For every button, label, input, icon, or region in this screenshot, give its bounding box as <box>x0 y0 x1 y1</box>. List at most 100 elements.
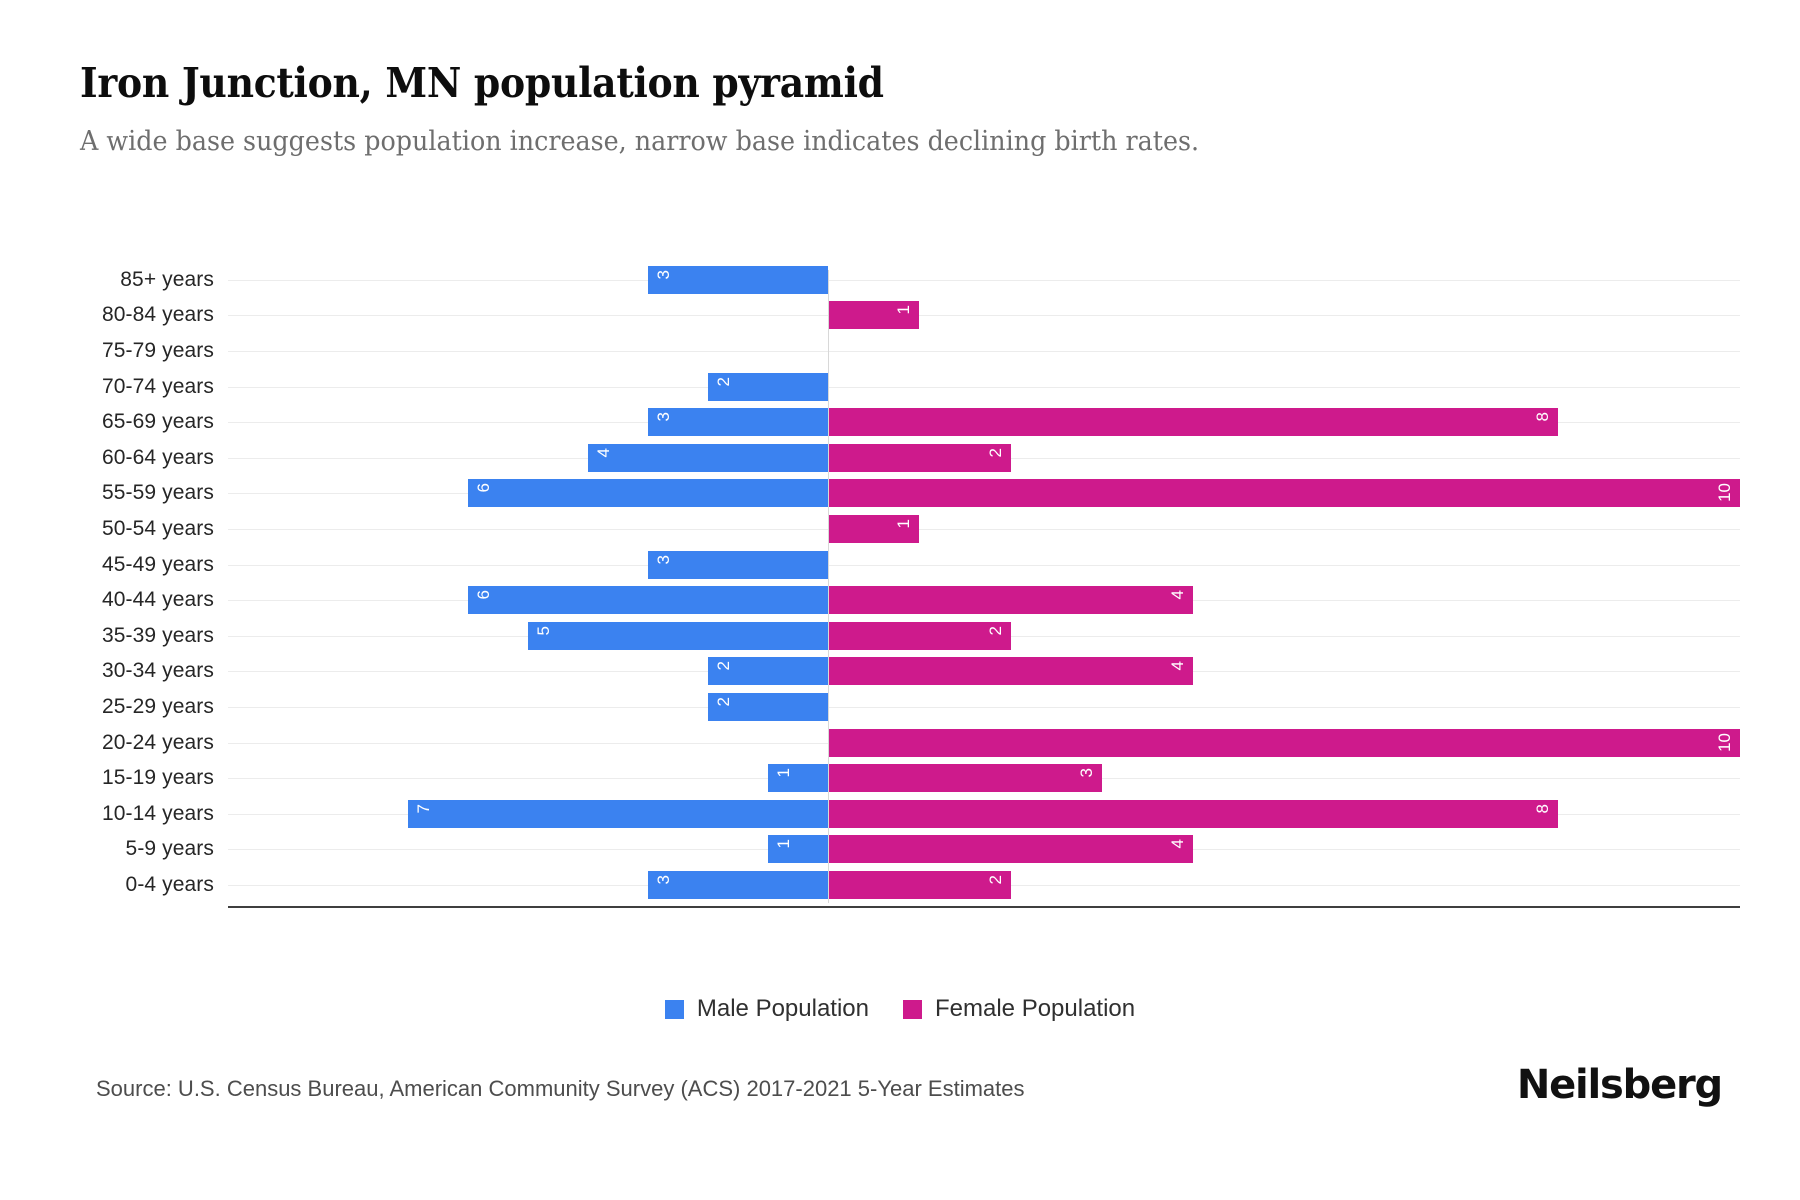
bar-female[interactable]: 1 <box>828 301 920 330</box>
bar-female[interactable]: 3 <box>828 764 1102 793</box>
pyramid-row: 85+ years 3 <box>80 262 1740 298</box>
age-group-label: 75-79 years <box>102 338 214 362</box>
age-group-label: 25-29 years <box>102 694 214 718</box>
chart-legend: Male Population Female Population <box>0 995 1800 1023</box>
row-track: 3 <box>228 262 1740 298</box>
gridline <box>228 279 1740 281</box>
bar-male[interactable]: 2 <box>708 692 829 721</box>
bar-value-male: 4 <box>594 447 614 458</box>
bar-male[interactable]: 1 <box>768 764 829 793</box>
bar-female[interactable]: 1 <box>828 514 920 543</box>
gridline <box>228 706 1740 708</box>
legend-label-male: Male Population <box>696 995 869 1022</box>
baseline-axis <box>228 906 1740 908</box>
age-group-label: 30-34 years <box>102 659 214 683</box>
bar-male[interactable]: 3 <box>648 550 829 579</box>
bar-value-male: 2 <box>714 376 734 387</box>
bar-male[interactable]: 6 <box>468 479 829 508</box>
chart-subtitle: A wide base suggests population increase… <box>80 126 1200 157</box>
bar-female[interactable]: 4 <box>828 835 1193 864</box>
bar-male[interactable]: 4 <box>588 443 829 472</box>
age-group-label: 50-54 years <box>102 516 214 540</box>
row-track: 10 <box>228 725 1740 761</box>
bar-female[interactable]: 10 <box>828 728 1740 757</box>
bar-value-male: 6 <box>474 590 494 600</box>
bar-value-female: 1 <box>894 305 914 315</box>
chart-header: Iron Junction, MN population pyramid A w… <box>80 58 1720 160</box>
bar-value-female: 4 <box>1167 661 1187 671</box>
bar-female[interactable]: 8 <box>828 408 1558 437</box>
pyramid-row: 80-84 years 1 <box>80 298 1740 334</box>
bar-female[interactable]: 2 <box>828 443 1011 472</box>
row-track: 1 <box>228 511 1740 547</box>
bar-male[interactable]: 1 <box>768 835 829 864</box>
pyramid-row: 25-29 years 2 <box>80 689 1740 725</box>
row-track: 2 <box>228 369 1740 405</box>
bar-value-female: 4 <box>1167 590 1187 600</box>
bar-male[interactable]: 2 <box>708 372 829 401</box>
row-track: 1 <box>228 298 1740 334</box>
bar-male[interactable]: 6 <box>468 586 829 615</box>
age-group-label: 5-9 years <box>125 837 214 861</box>
age-group-label: 60-64 years <box>102 445 214 469</box>
bar-value-female: 2 <box>985 447 1005 458</box>
gridline <box>228 315 1740 317</box>
bar-female[interactable]: 8 <box>828 799 1558 828</box>
bar-value-female: 8 <box>1532 803 1552 814</box>
bar-value-male: 7 <box>414 803 434 814</box>
age-group-label: 20-24 years <box>102 730 214 754</box>
age-group-label: 10-14 years <box>102 801 214 825</box>
row-track: 3 <box>228 547 1740 583</box>
bar-value-female: 8 <box>1532 412 1552 422</box>
pyramid-row: 70-74 years 2 <box>80 369 1740 405</box>
bar-female[interactable]: 2 <box>828 870 1011 899</box>
gridline <box>228 564 1740 566</box>
page-title: Iron Junction, MN population pyramid <box>80 59 884 107</box>
pyramid-row: 0-4 years 3 2 <box>80 867 1740 903</box>
legend-item-female[interactable]: Female Population <box>903 995 1135 1023</box>
bar-value-female: 2 <box>985 874 1005 885</box>
bar-value-male: 5 <box>534 625 554 636</box>
age-group-label: 65-69 years <box>102 410 214 434</box>
pyramid-row: 55-59 years 6 10 <box>80 476 1740 512</box>
pyramid-row: 40-44 years 6 4 <box>80 582 1740 618</box>
bar-female[interactable]: 10 <box>828 479 1740 508</box>
brand-logo: Neilsberg <box>1516 1062 1723 1108</box>
bar-value-female: 1 <box>894 518 914 529</box>
pyramid-row: 10-14 years 7 8 <box>80 796 1740 832</box>
age-group-label: 35-39 years <box>102 623 214 647</box>
bar-male[interactable]: 2 <box>708 657 829 686</box>
legend-item-male[interactable]: Male Population <box>664 995 869 1023</box>
bar-male[interactable]: 7 <box>408 799 829 828</box>
bar-female[interactable]: 4 <box>828 586 1193 615</box>
pyramid-row: 30-34 years 2 4 <box>80 654 1740 690</box>
pyramid-row: 45-49 years 3 <box>80 547 1740 583</box>
plot-area: 85+ years 3 80-84 years 1 75-79 years 70-74 y… <box>80 262 1740 908</box>
age-group-label: 80-84 years <box>102 303 214 327</box>
pyramid-row: 15-19 years 1 3 <box>80 760 1740 796</box>
bar-value-male: 2 <box>714 661 734 671</box>
age-group-label: 40-44 years <box>102 588 214 612</box>
bar-male[interactable]: 3 <box>648 265 829 294</box>
bar-male[interactable]: 3 <box>648 870 829 899</box>
bar-male[interactable]: 3 <box>648 408 829 437</box>
pyramid-row: 75-79 years <box>80 333 1740 369</box>
bar-value-female: 10 <box>1714 732 1734 752</box>
legend-label-female: Female Population <box>935 995 1136 1022</box>
bar-value-male: 3 <box>654 554 674 565</box>
center-axis-line <box>828 270 830 903</box>
legend-swatch-male-icon <box>664 999 684 1019</box>
bar-value-male: 3 <box>654 269 674 280</box>
bar-value-female: 4 <box>1167 839 1187 849</box>
age-group-label: 45-49 years <box>102 552 214 576</box>
bar-male[interactable]: 5 <box>528 621 829 650</box>
row-track: 2 <box>228 689 1740 725</box>
bar-female[interactable]: 2 <box>828 621 1011 650</box>
bar-female[interactable]: 4 <box>828 657 1193 686</box>
